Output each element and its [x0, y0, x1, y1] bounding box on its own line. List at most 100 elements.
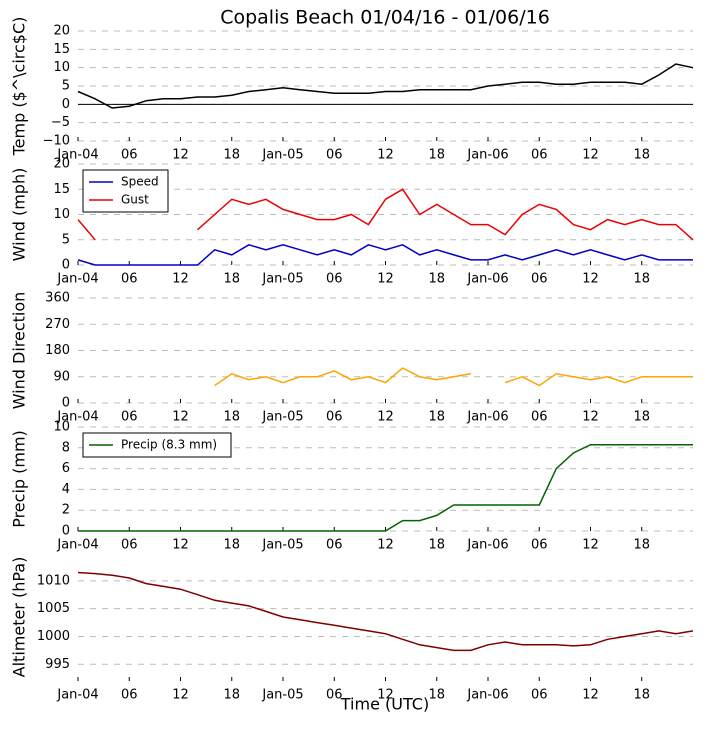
x-tick-label: 12	[172, 538, 189, 553]
y-tick-label: 1000	[37, 629, 70, 644]
x-tick-label: 18	[633, 538, 650, 553]
x-tick-label: 18	[223, 272, 240, 287]
legend-label: Speed	[121, 175, 159, 189]
x-tick-label: 12	[582, 688, 599, 703]
y-tick-label: 10	[53, 60, 70, 75]
y-tick-label: 5	[62, 79, 70, 94]
y-axis-label: Precip (mm)	[10, 430, 29, 528]
y-tick-label: 360	[45, 291, 70, 306]
x-tick-label: Jan-04	[56, 410, 98, 425]
y-tick-label: 5	[62, 232, 70, 247]
y-tick-label: 8	[62, 440, 70, 455]
y-tick-label: 270	[45, 317, 70, 332]
y-tick-label: 995	[45, 657, 70, 672]
x-tick-label: 12	[377, 148, 394, 163]
legend-box	[82, 169, 169, 213]
x-tick-label: 12	[582, 148, 599, 163]
x-tick-label: 06	[121, 410, 138, 425]
y-axis-label: Altimeter (hPa)	[10, 557, 29, 678]
y-tick-label: 1005	[37, 601, 70, 616]
y-tick-label: −10	[43, 134, 70, 149]
x-tick-label: 06	[326, 688, 343, 703]
x-tick-label: 06	[121, 688, 138, 703]
x-tick-label: 06	[121, 272, 138, 287]
x-tick-label: Jan-05	[261, 410, 303, 425]
x-tick-label: Jan-05	[261, 688, 303, 703]
x-tick-label: 12	[582, 272, 599, 287]
y-tick-label: 0	[62, 396, 70, 411]
x-tick-label: 18	[223, 688, 240, 703]
legend-label: Gust	[121, 193, 149, 207]
x-tick-label: 18	[223, 538, 240, 553]
series-line	[214, 367, 693, 387]
y-tick-label: 0	[62, 524, 70, 539]
x-tick-label: 18	[428, 410, 445, 425]
x-tick-label: 18	[428, 272, 445, 287]
y-tick-label: 6	[62, 461, 70, 476]
y-tick-label: 0	[62, 97, 70, 112]
x-tick-label: 18	[428, 538, 445, 553]
x-tick-label: Jan-06	[466, 148, 508, 163]
x-tick-label: 18	[633, 272, 650, 287]
x-tick-label: 12	[377, 688, 394, 703]
x-tick-label: 18	[428, 148, 445, 163]
x-tick-label: Jan-04	[56, 148, 98, 163]
y-tick-label: 1010	[37, 573, 70, 588]
x-tick-label: Jan-06	[466, 688, 508, 703]
y-tick-label: 2	[62, 503, 70, 518]
x-tick-label: Jan-04	[56, 688, 98, 703]
x-tick-label: Jan-06	[466, 272, 508, 287]
x-tick-label: 18	[223, 148, 240, 163]
x-tick-label: 06	[121, 538, 138, 553]
y-tick-label: 15	[53, 42, 70, 57]
x-tick-label: 12	[172, 410, 189, 425]
x-axis-label: Time (UTC)	[340, 695, 429, 714]
x-tick-label: 06	[531, 148, 548, 163]
series-line	[77, 243, 693, 266]
y-tick-label: 10	[53, 207, 70, 222]
x-tick-label: 06	[531, 410, 548, 425]
series-line	[77, 571, 694, 652]
x-tick-label: 12	[377, 410, 394, 425]
y-axis-label: Wind Direction	[10, 292, 29, 410]
series-line	[78, 443, 693, 532]
y-tick-label: 180	[45, 343, 70, 358]
legend-label: Precip (8.3 mm)	[121, 438, 217, 452]
x-tick-label: 06	[531, 272, 548, 287]
y-tick-label: 90	[53, 369, 70, 384]
x-tick-label: 06	[326, 148, 343, 163]
x-tick-label: Jan-04	[56, 538, 98, 553]
x-tick-label: 18	[633, 410, 650, 425]
x-tick-label: 06	[326, 410, 343, 425]
y-tick-label: 15	[53, 182, 70, 197]
x-tick-label: 06	[531, 538, 548, 553]
x-tick-label: Jan-06	[466, 538, 508, 553]
x-tick-label: 06	[121, 148, 138, 163]
y-tick-label: 10	[53, 420, 70, 435]
x-tick-label: 18	[633, 148, 650, 163]
x-tick-label: 12	[582, 410, 599, 425]
x-tick-label: 12	[582, 538, 599, 553]
x-tick-label: Jan-05	[261, 272, 303, 287]
x-tick-label: 12	[172, 688, 189, 703]
x-tick-label: 18	[428, 688, 445, 703]
x-tick-label: 18	[633, 688, 650, 703]
y-tick-label: 0	[62, 258, 70, 273]
y-tick-label: 20	[53, 24, 70, 39]
x-tick-label: 12	[377, 538, 394, 553]
x-tick-label: Jan-05	[261, 538, 303, 553]
x-tick-label: 12	[172, 148, 189, 163]
y-tick-label: 4	[62, 482, 70, 497]
chart-title: Copalis Beach 01/04/16 - 01/06/16	[220, 7, 550, 29]
x-tick-label: Jan-05	[261, 148, 303, 163]
x-tick-label: Jan-06	[466, 410, 508, 425]
x-tick-label: Jan-04	[56, 272, 98, 287]
x-tick-label: 06	[531, 688, 548, 703]
x-tick-label: 06	[326, 538, 343, 553]
series-line	[77, 188, 694, 241]
x-tick-label: 12	[172, 272, 189, 287]
x-tick-label: 18	[223, 410, 240, 425]
y-tick-label: −5	[51, 115, 70, 130]
x-tick-label: 12	[377, 272, 394, 287]
